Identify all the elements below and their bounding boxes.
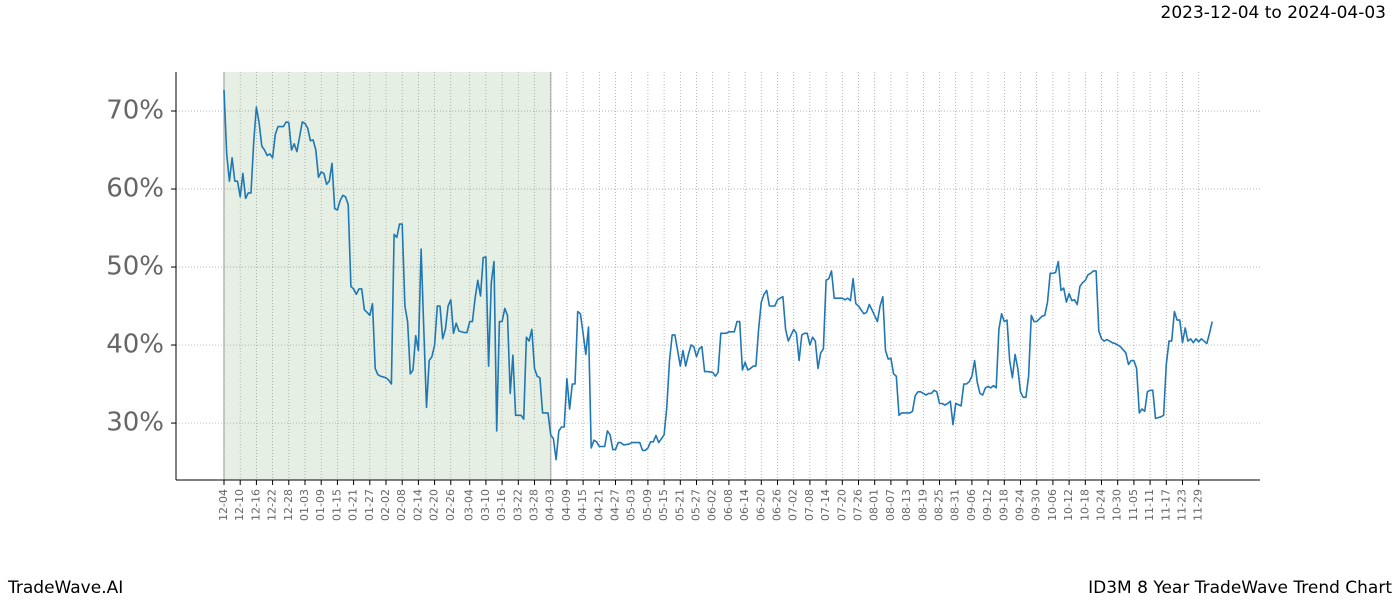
x-tick-label: 11-29 xyxy=(1192,489,1205,521)
x-tick-label: 01-27 xyxy=(363,489,376,521)
x-tick-label: 05-09 xyxy=(641,489,654,521)
x-tick-label: 02-14 xyxy=(411,489,424,521)
x-tick-label: 08-31 xyxy=(949,489,962,521)
x-tick-label: 02-08 xyxy=(395,489,408,521)
x-tick-label: 11-05 xyxy=(1127,489,1140,521)
x-tick-label: 03-28 xyxy=(528,489,541,521)
x-tick-label: 08-07 xyxy=(884,489,897,521)
x-tick-label: 05-15 xyxy=(657,489,670,521)
y-tick-label: 50% xyxy=(106,252,164,282)
x-tick-label: 10-24 xyxy=(1095,489,1108,521)
x-tick-label: 04-27 xyxy=(609,489,622,521)
x-tick-label: 04-21 xyxy=(592,489,605,521)
x-tick-label: 08-19 xyxy=(916,489,929,521)
x-tick-label: 10-12 xyxy=(1062,489,1075,521)
trend-line xyxy=(223,89,1213,461)
x-tick-label: 11-23 xyxy=(1176,489,1189,521)
x-tick-label: 12-10 xyxy=(233,489,246,521)
x-tick-label: 03-16 xyxy=(495,489,508,521)
x-tick-label: 04-15 xyxy=(576,489,589,521)
x-tick-label: 12-28 xyxy=(282,489,295,521)
y-tick-label: 70% xyxy=(106,96,164,126)
x-tick-label: 07-26 xyxy=(852,489,865,521)
x-tick-label: 04-03 xyxy=(544,489,557,521)
x-tick-label: 10-30 xyxy=(1111,489,1124,521)
x-tick-label: 06-08 xyxy=(722,489,735,521)
x-tick-label: 10-18 xyxy=(1078,489,1091,521)
chart-title: 2023-12-04 to 2024-04-03 xyxy=(1161,3,1386,23)
x-tick-label: 02-02 xyxy=(379,489,392,521)
y-tick-label: 40% xyxy=(106,330,164,360)
x-tick-label: 12-22 xyxy=(266,489,279,521)
x-tick-label: 01-03 xyxy=(298,489,311,521)
x-tick-label: 11-11 xyxy=(1143,489,1156,521)
x-tick-label: 12-04 xyxy=(217,489,230,521)
x-tick-label: 01-09 xyxy=(314,489,327,521)
x-tick-label: 09-06 xyxy=(965,489,978,521)
x-tick-label: 07-20 xyxy=(835,489,848,521)
x-tick-label: 08-25 xyxy=(933,489,946,521)
x-tick-label: 01-15 xyxy=(330,489,343,521)
x-tick-label: 03-04 xyxy=(463,489,476,521)
x-tick-label: 05-27 xyxy=(690,489,703,521)
x-tick-label: 08-13 xyxy=(900,489,913,521)
x-tick-label: 12-16 xyxy=(249,489,262,521)
x-tick-label: 06-14 xyxy=(738,489,751,521)
y-tick-label: 30% xyxy=(106,408,164,438)
y-tick-label: 60% xyxy=(106,174,164,204)
footer-right: ID3M 8 Year TradeWave Trend Chart xyxy=(1088,578,1392,598)
x-tick-label: 06-02 xyxy=(706,489,719,521)
x-tick-label: 10-06 xyxy=(1046,489,1059,521)
x-tick-label: 07-02 xyxy=(787,489,800,521)
x-tick-label: 03-22 xyxy=(511,489,524,521)
x-tick-label: 02-20 xyxy=(428,489,441,521)
x-tick-label: 09-12 xyxy=(981,489,994,521)
x-tick-label: 03-10 xyxy=(479,489,492,521)
x-tick-label: 04-09 xyxy=(560,489,573,521)
x-tick-label: 09-30 xyxy=(1030,489,1043,521)
x-tick-label: 09-18 xyxy=(997,489,1010,521)
x-tick-label: 09-24 xyxy=(1014,489,1027,521)
x-tick-label: 07-08 xyxy=(803,489,816,521)
plot-background xyxy=(223,72,552,480)
x-tick-label: 06-26 xyxy=(771,489,784,521)
x-tick-label: 11-17 xyxy=(1159,489,1172,521)
x-tick-label: 02-26 xyxy=(444,489,457,521)
x-tick-label: 05-21 xyxy=(673,489,686,521)
x-tick-label: 01-21 xyxy=(347,489,360,521)
x-tick-label: 07-14 xyxy=(819,489,832,521)
x-tick-label: 08-01 xyxy=(868,489,881,521)
x-tick-label: 05-03 xyxy=(625,489,638,521)
highlight-band xyxy=(224,72,551,480)
x-tick-label: 06-20 xyxy=(754,489,767,521)
footer-left: TradeWave.AI xyxy=(7,578,123,598)
